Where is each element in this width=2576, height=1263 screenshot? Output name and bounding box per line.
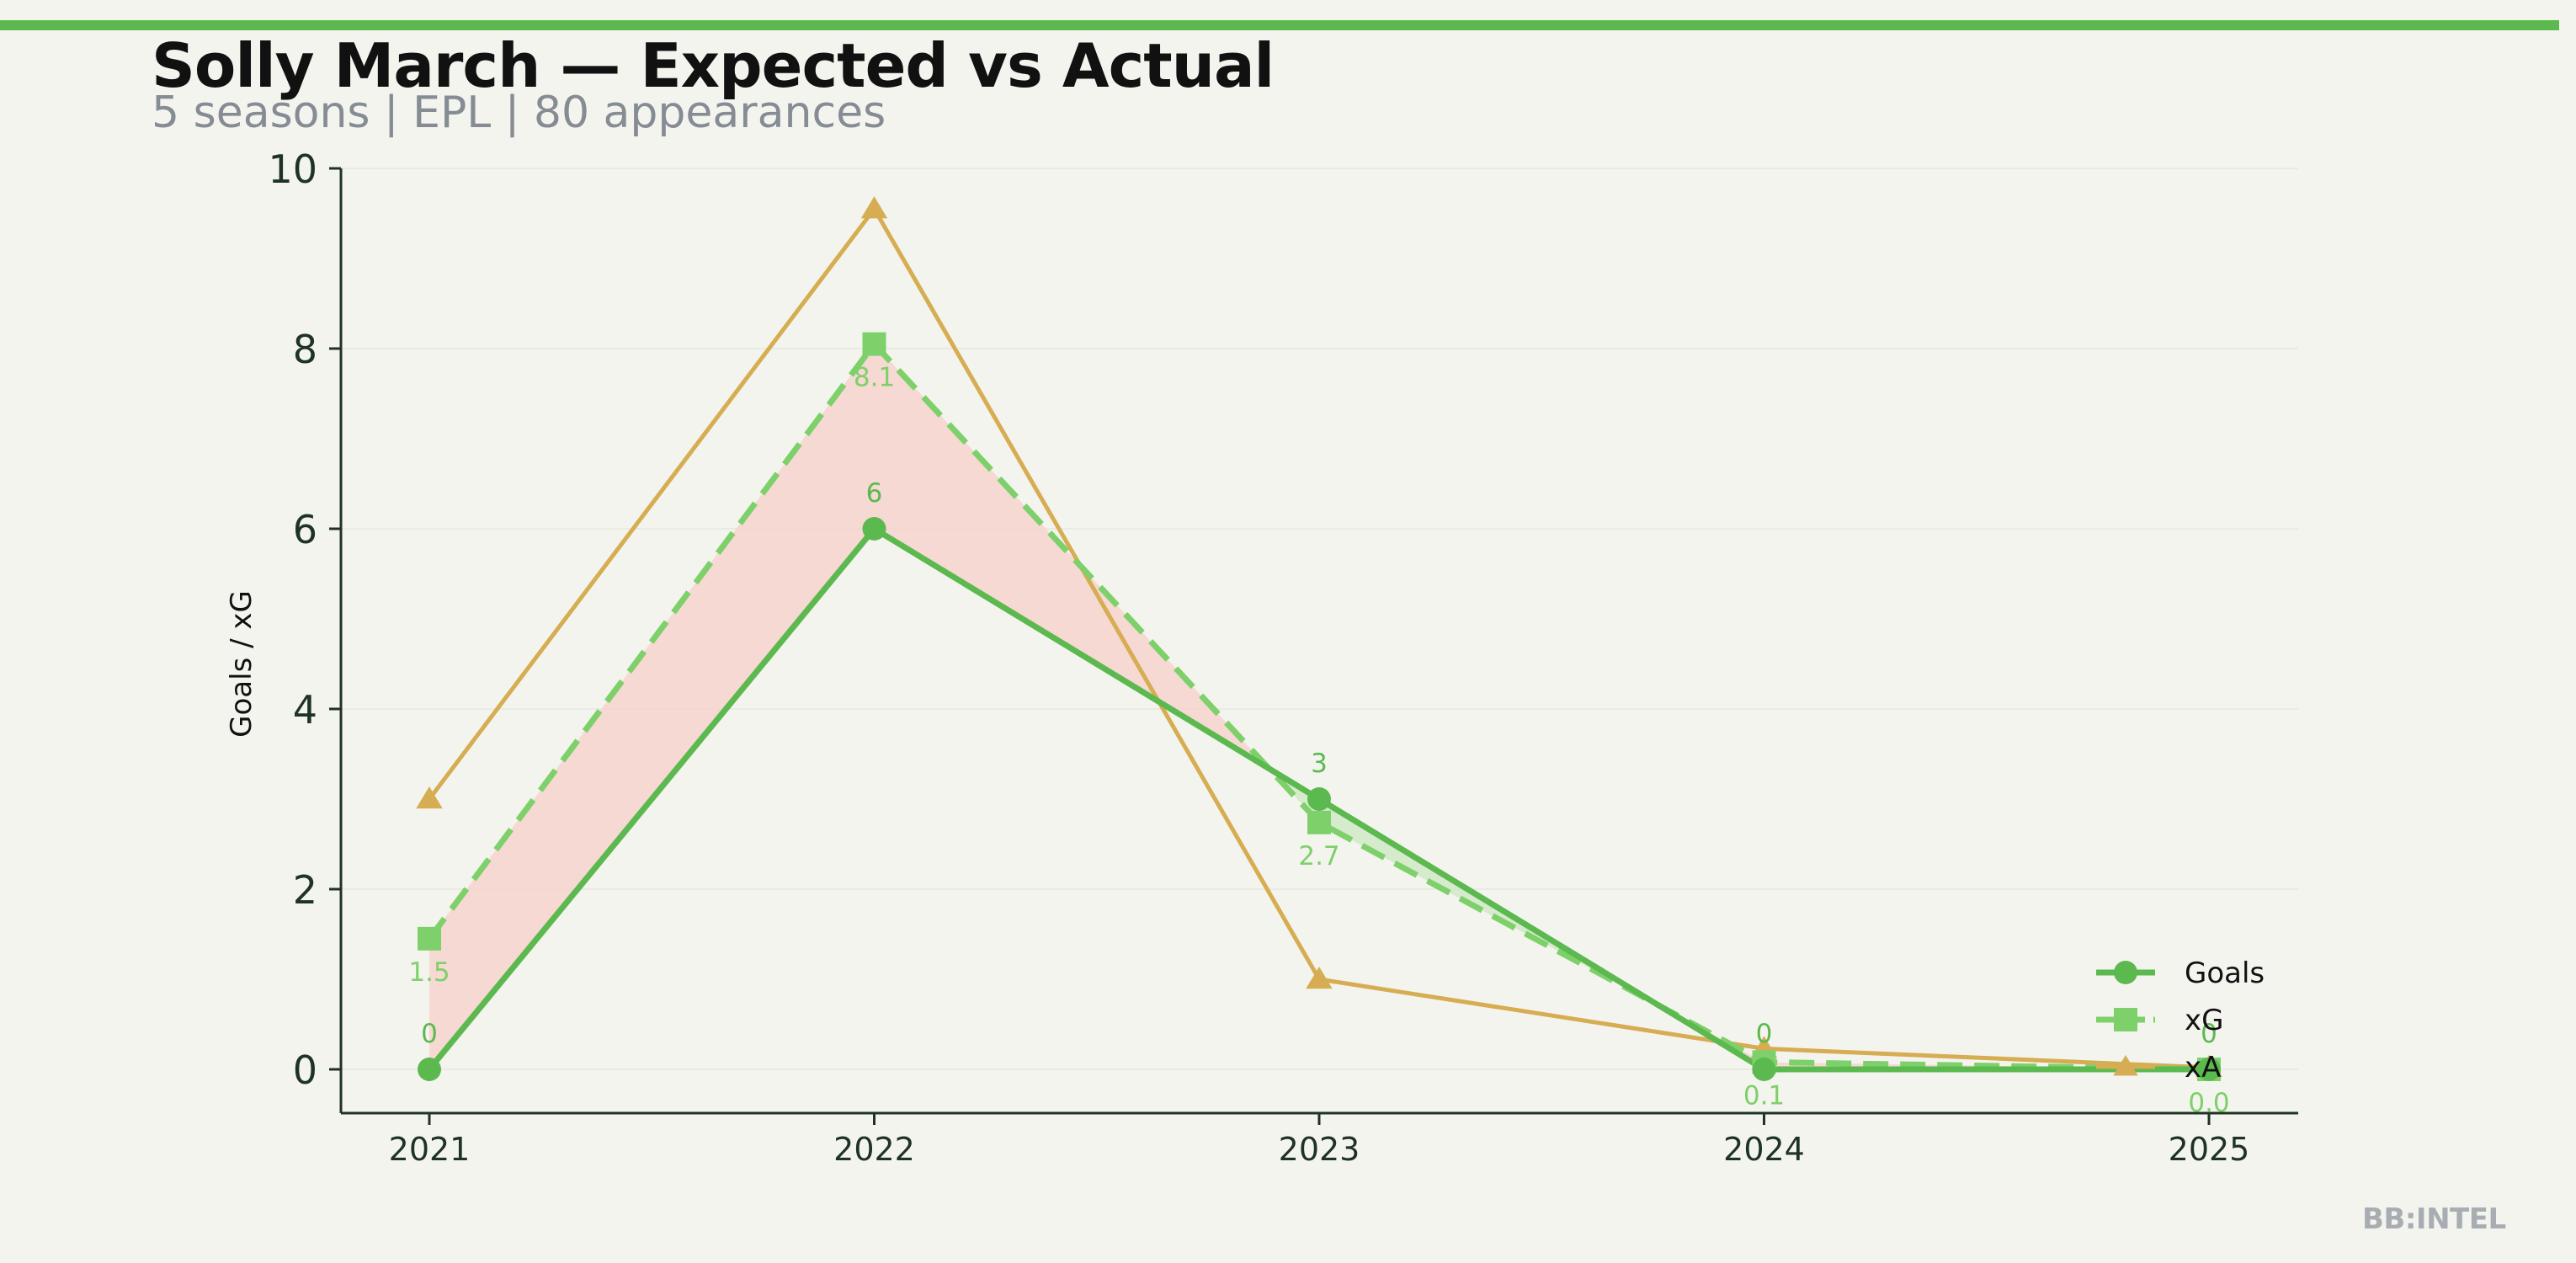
legend-marker xyxy=(2114,1008,2137,1031)
xg-data-label: 1.5 xyxy=(408,957,450,988)
y-tick-label: 4 xyxy=(293,687,317,733)
legend-item-xg: xG xyxy=(2096,1004,2223,1037)
x-tick-label: 2024 xyxy=(1723,1131,1805,1168)
y-axis-label: Goals / xG xyxy=(225,590,258,738)
goals-data-label: 0 xyxy=(1756,1019,1773,1049)
goals-data-label: 3 xyxy=(1311,749,1328,779)
xg-data-label: 8.1 xyxy=(854,363,895,393)
underperformance-area xyxy=(429,344,1269,1069)
top-accent-bar xyxy=(0,20,2559,30)
goals-data-label: 0 xyxy=(2201,1019,2217,1049)
xg-point xyxy=(418,926,441,951)
y-tick-label: 10 xyxy=(268,147,317,192)
xg-point xyxy=(1307,810,1331,834)
x-tick-label: 2023 xyxy=(1279,1131,1360,1168)
chart-title: Solly March — Expected vs Actual xyxy=(152,30,1275,101)
y-tick-label: 6 xyxy=(293,507,317,552)
goals-point xyxy=(2197,1058,2221,1081)
chart-subtitle: 5 seasons | EPL | 80 appearances xyxy=(152,88,886,138)
xg-data-label: 0.0 xyxy=(2188,1088,2229,1118)
xg-point xyxy=(862,332,886,356)
goals-point xyxy=(1752,1058,1776,1081)
legend-item-goals: Goals xyxy=(2096,957,2265,990)
legend-marker xyxy=(2113,1055,2138,1076)
xg-data-label: 2.7 xyxy=(1298,841,1339,871)
goals-point xyxy=(418,1058,441,1081)
goals-point xyxy=(862,517,886,541)
goals-data-label: 0 xyxy=(421,1019,438,1049)
goals-data-label: 6 xyxy=(866,478,883,509)
xg-data-label: 0.1 xyxy=(1743,1080,1785,1111)
xg-line xyxy=(427,341,2210,1073)
legend-label: xG xyxy=(2185,1004,2223,1037)
legend-marker xyxy=(2114,961,2137,984)
goals-point xyxy=(1307,787,1331,811)
legend-item-xa: xA xyxy=(2096,1051,2221,1084)
xa-point xyxy=(416,786,443,809)
x-tick-label: 2021 xyxy=(389,1131,471,1168)
xa-point xyxy=(1306,967,1333,989)
y-tick-label: 0 xyxy=(293,1047,317,1093)
y-tick-label: 2 xyxy=(293,867,317,913)
x-tick-label: 2022 xyxy=(833,1131,915,1168)
legend-label: xA xyxy=(2185,1051,2221,1084)
brand-watermark: BB:INTEL xyxy=(2362,1202,2506,1236)
y-tick-label: 8 xyxy=(293,327,317,372)
legend-label: Goals xyxy=(2185,957,2265,990)
xa-point xyxy=(860,196,888,219)
x-tick-label: 2025 xyxy=(2169,1131,2250,1168)
